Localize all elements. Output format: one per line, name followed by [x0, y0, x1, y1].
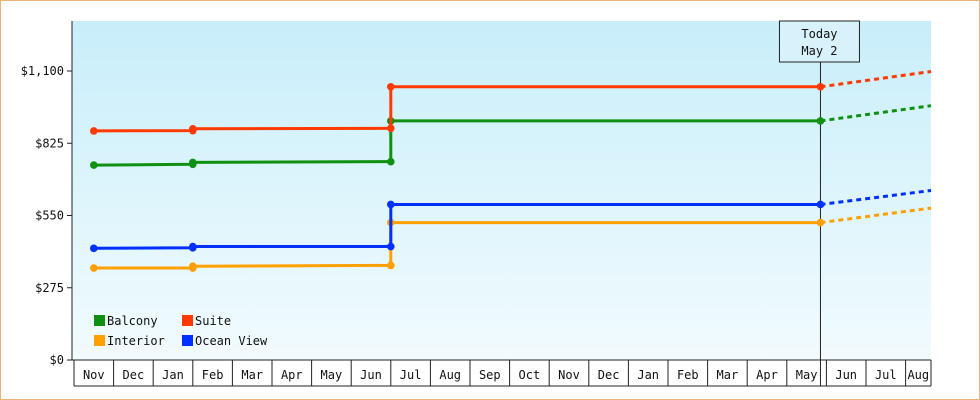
y-tick-label: $1,100: [21, 64, 64, 78]
legend-swatch: [94, 335, 105, 346]
data-point: [189, 262, 197, 271]
forecast-line: [820, 189, 932, 206]
data-point: [816, 218, 825, 227]
y-axis: $0 $275 $550 $825 $1,100: [21, 21, 73, 367]
data-point: [816, 117, 825, 125]
x-tick-label: Oct: [519, 368, 541, 382]
x-tick-label: Dec: [123, 368, 145, 382]
y-tick-label: $825: [35, 136, 64, 150]
y-tick-label: $550: [35, 209, 64, 223]
x-axis: Nov Dec Jan Feb Mar Apr May Jun Jul Aug Sep Oct Nov D…: [72, 359, 932, 387]
x-tick-label: Feb: [677, 368, 699, 382]
data-point: [189, 158, 197, 167]
x-tick-label: Mar: [717, 368, 739, 382]
x-tick-label: Jul: [400, 368, 422, 382]
x-tick-label: Jan: [162, 368, 184, 382]
data-point: [90, 244, 98, 253]
x-tick-label: Jul: [875, 368, 897, 382]
data-point: [189, 125, 197, 133]
data-point: [816, 82, 825, 91]
forecast-line: [820, 70, 932, 89]
x-tick-label: Apr: [756, 368, 778, 382]
y-tick-label: $0: [50, 353, 64, 367]
series-line: [93, 203, 821, 250]
forecast-line: [820, 206, 932, 225]
data-point: [90, 127, 98, 135]
x-tick-label: Dec: [598, 368, 620, 382]
legend-label: Ocean View: [195, 334, 268, 348]
legend-swatch: [182, 335, 193, 346]
x-tick-label: Nov: [83, 368, 105, 382]
legend-swatch: [182, 315, 193, 326]
today-label-box: [778, 20, 860, 63]
legend-label: Interior: [107, 334, 165, 348]
y-tick-label: $275: [35, 281, 64, 295]
x-tick-label: Jun: [835, 368, 857, 382]
data-point: [816, 200, 825, 209]
series-interior: [90, 206, 932, 272]
x-tick-label: Jan: [637, 368, 659, 382]
x-tick-label: Jun: [360, 368, 382, 382]
series-suite: [90, 70, 932, 135]
legend-label: Suite: [195, 314, 231, 328]
x-tick-label: Feb: [202, 368, 224, 382]
today-marker: Today May 2: [778, 20, 860, 386]
plot-area: [72, 21, 931, 360]
data-point: [387, 157, 395, 166]
legend: Balcony Suite Interior Ocean View: [94, 314, 268, 348]
x-tick-label: Nov: [558, 368, 580, 382]
data-point: [90, 161, 98, 169]
x-tick-label: Mar: [241, 368, 263, 382]
data-point: [90, 264, 98, 272]
data-point: [387, 242, 395, 251]
today-date: May 2: [801, 44, 837, 58]
data-point: [387, 200, 395, 209]
data-point: [189, 242, 197, 251]
x-tick-label: Aug: [439, 368, 461, 382]
data-point: [387, 124, 395, 133]
data-point: [387, 261, 395, 270]
series-line: [93, 119, 821, 167]
x-tick-label: Apr: [281, 368, 303, 382]
series-ocean-view: [90, 189, 932, 253]
x-tick-label: May: [321, 368, 343, 382]
x-tick-label: Aug: [907, 368, 929, 382]
series-line: [93, 221, 821, 270]
legend-label: Balcony: [107, 314, 158, 328]
today-label: Today: [801, 27, 837, 41]
forecast-line: [820, 104, 932, 123]
series-line: [93, 85, 821, 133]
data-point: [387, 82, 395, 91]
x-tick-label: May: [796, 368, 818, 382]
series-balcony: [90, 104, 932, 169]
legend-swatch: [94, 315, 105, 326]
x-tick-label: Sep: [479, 368, 501, 382]
series-layer: [90, 70, 932, 272]
